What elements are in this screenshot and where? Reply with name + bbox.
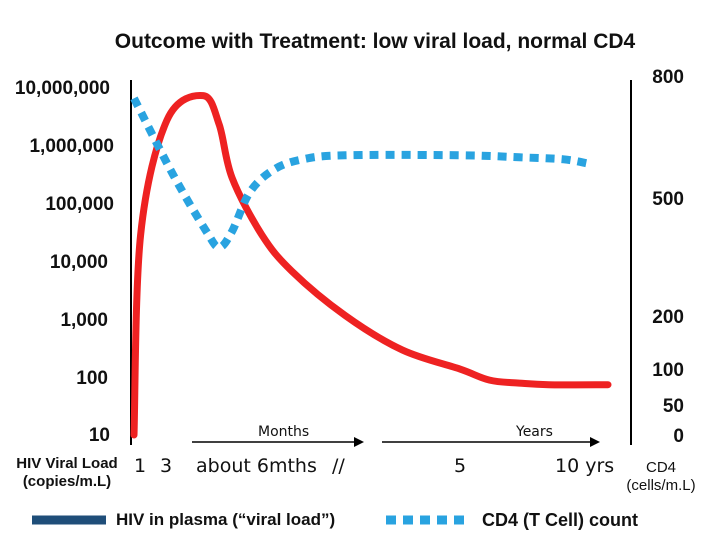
y-left-axis-title-line1: HIV Viral Load — [16, 455, 118, 472]
y-right-axis-title-line1: CD4 — [645, 459, 676, 476]
y-right-axis-title: CD4 (cells/m.L) — [612, 459, 710, 495]
x-tick-label: // — [332, 455, 345, 477]
y-right-tick-label: 100 — [652, 360, 684, 381]
y-right-tick-label: 800 — [652, 67, 684, 88]
y-left-axis-title-line2: (copies/m.L) — [22, 473, 112, 490]
y-left-axis-title: HIV Viral Load (copies/m.L) — [6, 455, 128, 491]
legend-label-cd4: CD4 (T Cell) count — [482, 510, 638, 530]
chart-title: Outcome with Treatment: low viral load, … — [114, 30, 636, 53]
y-left-tick-label: 100 — [76, 368, 108, 389]
y-right-tick-label: 200 — [652, 307, 684, 328]
y-right-axis-title-line2: (cells/m.L) — [626, 477, 696, 494]
months-arrowhead — [354, 437, 364, 447]
x-tick-label: 5 — [454, 455, 467, 477]
y-left-tick-label: 10,000 — [49, 252, 108, 273]
legend-label-viral-load: HIV in plasma (“viral load”) — [116, 510, 336, 529]
y-left-tick-label: 1,000 — [60, 310, 108, 331]
period-arrows — [192, 437, 600, 447]
y-left-tick-label: 10,000,000 — [14, 78, 110, 99]
x-tick-label: 3 — [160, 455, 173, 477]
y-right-tick-label: 0 — [673, 426, 684, 447]
x-tick-label: about 6mths — [196, 455, 317, 477]
series-line-cd4 — [130, 96, 589, 252]
y-right-tick-label: 500 — [652, 189, 684, 210]
y-left-tick-label: 100,000 — [45, 194, 114, 215]
years-arrowhead — [590, 437, 600, 447]
y-left-tick-label: 1,000,000 — [29, 136, 114, 157]
x-tick-label: 10 yrs — [555, 455, 615, 477]
period-label-years: Years — [516, 424, 553, 440]
y-left-tick-label: 10 — [88, 425, 110, 446]
series-line-viral-load — [130, 91, 612, 439]
y-right-tick-label: 50 — [662, 396, 684, 417]
period-label-months: Months — [258, 424, 310, 440]
x-tick-label: 1 — [134, 455, 147, 477]
